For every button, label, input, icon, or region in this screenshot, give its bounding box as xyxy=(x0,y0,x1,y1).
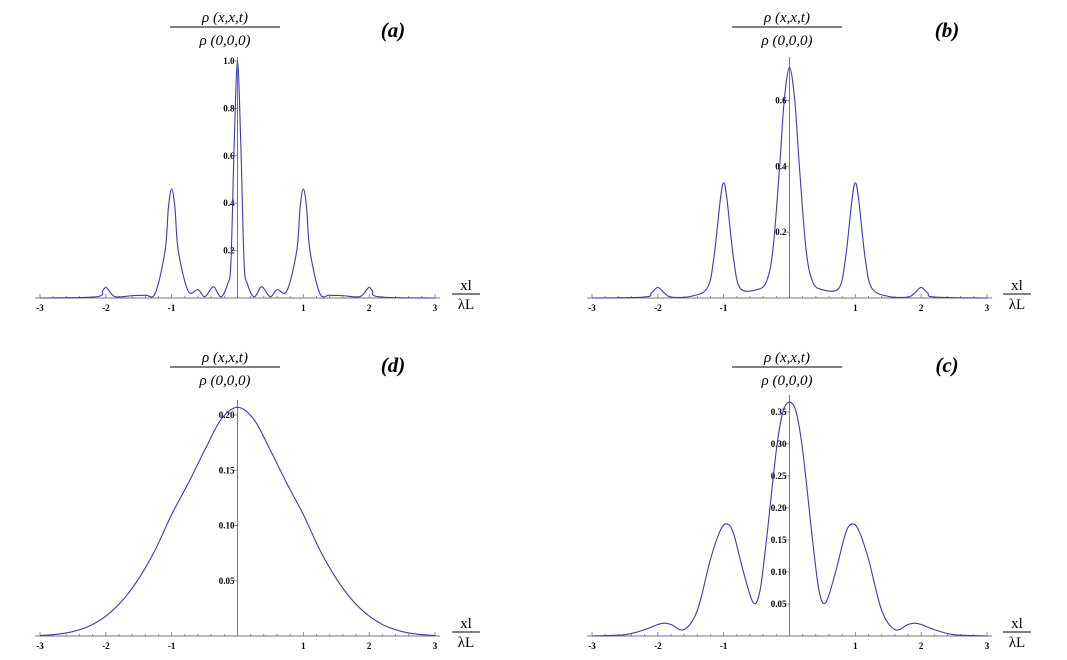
y-tick-label: 0.05 xyxy=(771,599,787,609)
density-curve xyxy=(591,401,988,637)
panel-a: -3 -2 -1 1 2 3 0.2 0.4 0.6 0.8 1.0 ρ (x,x,t) ρ (0,0,… xyxy=(35,10,480,313)
y-tick-label: 0.4 xyxy=(223,198,235,208)
density-curve xyxy=(39,60,436,299)
y-tick-label: 0.25 xyxy=(771,471,787,481)
x-tick-label: -3 xyxy=(588,641,596,651)
ylabel-numerator: ρ (x,x,t) xyxy=(763,10,810,26)
x-tick-label: -1 xyxy=(168,641,176,651)
y-tick-label: 0.35 xyxy=(771,407,787,417)
y-tick-label: 0.15 xyxy=(219,465,235,475)
panel-label: (b) xyxy=(935,18,960,42)
xlabel-numerator: xl xyxy=(1011,278,1023,294)
y-tick-label: 0.30 xyxy=(771,439,787,449)
y-tick-label: 0.6 xyxy=(223,151,235,161)
x-tick-label: 2 xyxy=(919,303,924,313)
ylabel-denominator: ρ (0,0,0) xyxy=(761,33,813,49)
ylabel-numerator: ρ (x,x,t) xyxy=(201,10,248,26)
panel-c: -3 -2 -1 1 2 3 0.05 0.10 0.15 0.20 0.25 0.30 0.35 ρ (… xyxy=(587,350,1031,651)
y-tick-label: 0.6 xyxy=(775,96,787,106)
y-tick-label: 0.05 xyxy=(219,576,235,586)
x-tick-label: 1 xyxy=(301,303,306,313)
y-tick-label: 0.10 xyxy=(219,521,235,531)
x-tick-label: -1 xyxy=(720,641,728,651)
density-curve xyxy=(39,406,436,636)
xlabel-denominator: λL xyxy=(1009,297,1025,313)
x-tick-label: -1 xyxy=(168,303,176,313)
x-tick-label: 2 xyxy=(919,641,924,651)
ylabel-denominator: ρ (0,0,0) xyxy=(199,373,251,389)
x-tick-label: -2 xyxy=(102,641,110,651)
ylabel-numerator: ρ (x,x,t) xyxy=(763,350,810,366)
y-tick-label: 0.2 xyxy=(223,246,235,256)
y-tick-label: 0.10 xyxy=(771,567,787,577)
x-tick-label: -3 xyxy=(36,303,44,313)
x-tick-label: 3 xyxy=(433,641,438,651)
x-tick-label: 1 xyxy=(301,641,306,651)
panel-label: (a) xyxy=(381,18,406,42)
xlabel-denominator: λL xyxy=(458,635,474,651)
density-curve xyxy=(591,67,988,299)
x-tick-label: 1 xyxy=(853,641,858,651)
x-tick-label: -3 xyxy=(36,641,44,651)
panel-d: -3 -2 -1 1 2 3 0.05 0.10 0.15 0.20 ρ (x,x,t) ρ (0,0… xyxy=(35,350,480,651)
x-tick-label: 2 xyxy=(367,641,372,651)
ylabel-denominator: ρ (0,0,0) xyxy=(761,373,813,389)
x-tick-label: -1 xyxy=(720,303,728,313)
y-tick-label: 0.4 xyxy=(775,161,787,171)
xlabel-numerator: xl xyxy=(460,278,472,294)
y-tick-label: 1.0 xyxy=(223,56,235,66)
x-tick-label: 3 xyxy=(985,641,990,651)
y-tick-label: 0.15 xyxy=(771,535,787,545)
ylabel-numerator: ρ (x,x,t) xyxy=(201,350,248,366)
y-tick-label: 0.20 xyxy=(771,503,787,513)
x-tick-label: -2 xyxy=(654,641,662,651)
xlabel-denominator: λL xyxy=(1009,635,1025,651)
x-tick-label: 2 xyxy=(367,303,372,313)
x-tick-label: 1 xyxy=(853,303,858,313)
panel-label: (d) xyxy=(381,353,406,377)
xlabel-denominator: λL xyxy=(458,297,474,313)
panel-label: (c) xyxy=(935,353,958,377)
y-tick-label: 0.20 xyxy=(219,410,235,420)
x-tick-label: 3 xyxy=(985,303,990,313)
x-tick-label: -2 xyxy=(654,303,662,313)
y-tick-label: 0.8 xyxy=(223,103,235,113)
xlabel-numerator: xl xyxy=(1011,616,1023,632)
y-tick-label: 0.2 xyxy=(775,227,787,237)
ylabel-denominator: ρ (0,0,0) xyxy=(199,33,251,49)
panel-b: -3 -2 -1 1 2 3 0.2 0.4 0.6 ρ (x,x,t) ρ (0,0,0) (b) x… xyxy=(587,10,1031,313)
x-tick-label: -3 xyxy=(588,303,596,313)
x-tick-label: 3 xyxy=(433,303,438,313)
x-tick-label: -2 xyxy=(102,303,110,313)
xlabel-numerator: xl xyxy=(460,616,472,632)
